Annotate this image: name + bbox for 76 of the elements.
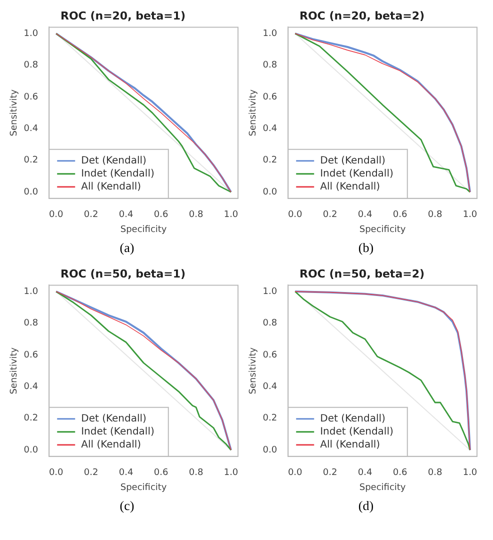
x-tick-label: 0.2 — [84, 468, 98, 478]
x-tick-label: 0.6 — [154, 210, 168, 220]
y-tick-label: 1.0 — [262, 28, 278, 39]
legend-label: Indet (Kendall) — [320, 168, 394, 180]
y-tick-label: 0.6 — [24, 92, 38, 102]
x-tick-label: 0.0 — [288, 210, 303, 220]
y-tick-label: 0.4 — [24, 382, 38, 392]
y-tick-label: 0.2 — [24, 414, 38, 424]
y-tick-label: 0.6 — [262, 350, 278, 360]
y-tick-label: 0.2 — [24, 156, 38, 166]
y-tick-label: 0.0 — [262, 187, 278, 198]
y-tick-label: 0.0 — [24, 187, 38, 198]
x-tick-label: 0.2 — [322, 210, 338, 220]
x-tick-label: 0.0 — [48, 468, 64, 478]
legend-label: Det (Kendall) — [320, 155, 386, 166]
y-tick-label: 0.0 — [262, 445, 278, 456]
x-tick-label: 0.8 — [428, 468, 442, 478]
x-tick-label: 1.0 — [462, 210, 478, 220]
x-tick-label: 0.8 — [428, 210, 442, 220]
legend-label: Indet (Kendall) — [81, 168, 154, 180]
chart-title: ROC (n=50, beta=2) — [299, 267, 425, 280]
x-tick-label: 0.8 — [188, 468, 204, 478]
y-axis-title: Sensitivity — [10, 346, 20, 394]
y-tick-label: 0.4 — [24, 124, 38, 134]
y-tick-label: 0.0 — [24, 445, 38, 456]
x-axis-title: Specificity — [120, 224, 168, 235]
y-tick-label: 0.8 — [262, 318, 278, 329]
y-tick-label: 0.4 — [262, 382, 278, 392]
legend-label: All (Kendall) — [81, 439, 142, 450]
y-tick-label: 0.6 — [262, 92, 278, 102]
y-tick-label: 1.0 — [262, 286, 278, 297]
x-tick-label: 1.0 — [462, 468, 478, 478]
x-tick-label: 0.0 — [48, 210, 64, 220]
legend-label: All (Kendall) — [320, 439, 380, 450]
y-axis-title: Sensitivity — [248, 346, 259, 394]
x-tick-label: 0.2 — [322, 468, 338, 478]
y-tick-label: 1.0 — [24, 28, 38, 39]
x-tick-label: 0.4 — [118, 468, 134, 478]
x-tick-label: 0.4 — [118, 210, 134, 220]
x-tick-label: 0.6 — [154, 468, 168, 478]
text: (d) — [357, 498, 375, 514]
x-tick-label: 0.6 — [392, 210, 408, 220]
x-axis-title: Specificity — [359, 224, 406, 235]
text: (b) — [357, 240, 375, 256]
y-tick-label: 0.2 — [262, 156, 278, 166]
chart-title: ROC (n=50, beta=1) — [60, 267, 186, 280]
legend-label: All (Kendall) — [81, 181, 142, 192]
legend-label: Det (Kendall) — [81, 413, 147, 424]
legend-label: Indet (Kendall) — [320, 426, 394, 438]
x-axis-title: Specificity — [120, 482, 168, 493]
y-axis-title: Sensitivity — [248, 88, 259, 136]
chart-title: ROC (n=20, beta=1) — [60, 9, 186, 22]
y-axis-title: Sensitivity — [10, 88, 20, 136]
y-tick-label: 0.8 — [24, 60, 38, 71]
x-tick-label: 0.4 — [358, 468, 372, 478]
legend-label: All (Kendall) — [320, 181, 380, 192]
y-tick-label: 0.8 — [24, 318, 38, 329]
x-tick-label: 0.4 — [358, 210, 372, 220]
legend-label: Indet (Kendall) — [81, 426, 154, 438]
text: (a) — [118, 240, 136, 256]
x-tick-label: 0.2 — [84, 210, 98, 220]
y-tick-label: 0.2 — [262, 414, 278, 424]
y-tick-label: 1.0 — [24, 286, 38, 297]
y-tick-label: 0.6 — [24, 350, 38, 360]
y-tick-label: 0.4 — [262, 124, 278, 134]
x-tick-label: 1.0 — [224, 468, 238, 478]
legend-label: Det (Kendall) — [81, 155, 147, 166]
y-tick-label: 0.8 — [262, 60, 278, 71]
x-tick-label: 0.0 — [288, 468, 303, 478]
x-axis-title: Specificity — [359, 482, 406, 493]
text: (c) — [118, 498, 136, 514]
x-tick-label: 0.6 — [392, 468, 408, 478]
legend-label: Det (Kendall) — [320, 413, 386, 424]
chart-title: ROC (n=20, beta=2) — [299, 9, 425, 22]
x-tick-label: 0.8 — [188, 210, 204, 220]
x-tick-label: 1.0 — [224, 210, 238, 220]
